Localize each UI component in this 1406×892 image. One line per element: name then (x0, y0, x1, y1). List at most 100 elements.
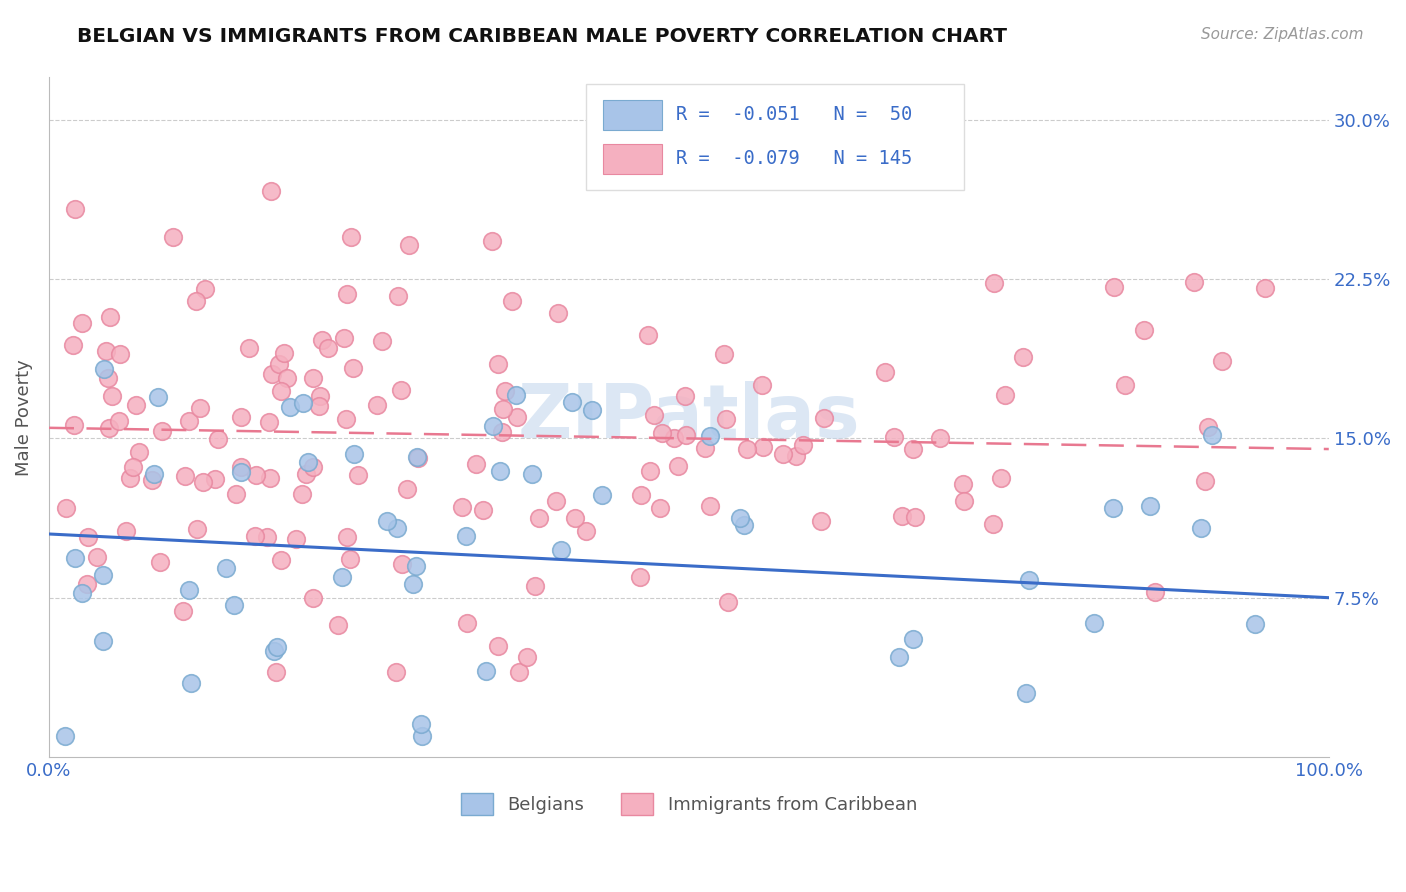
Text: Source: ZipAtlas.com: Source: ZipAtlas.com (1201, 27, 1364, 42)
Point (752, 440, 775, 454)
Point (91, 568, 114, 582)
Point (792, 438, 814, 452)
Point (70, 586, 93, 600)
Point (266, 640, 288, 655)
Point (471, 503, 494, 517)
Point (1201, 427, 1223, 442)
Point (55, 500, 77, 515)
Point (225, 487, 247, 501)
Point (76, 577, 98, 591)
Point (547, 306, 569, 320)
Point (309, 389, 332, 403)
Point (544, 493, 567, 508)
Point (108, 414, 131, 428)
Point (342, 360, 364, 375)
Point (409, 716, 432, 731)
Point (128, 445, 150, 459)
Point (889, 649, 911, 664)
Point (406, 450, 429, 465)
Point (405, 559, 427, 574)
Point (152, 425, 174, 439)
Point (1011, 350, 1033, 364)
Point (276, 371, 298, 385)
Point (1197, 420, 1219, 434)
Point (713, 347, 735, 361)
Point (464, 457, 486, 471)
Point (501, 294, 523, 309)
Point (1139, 499, 1161, 513)
Point (581, 402, 603, 417)
Point (981, 517, 1004, 532)
Point (1102, 280, 1125, 294)
Point (508, 665, 530, 679)
Point (291, 486, 314, 500)
Point (643, 408, 665, 422)
Point (875, 365, 897, 379)
Point (398, 237, 420, 252)
Point (699, 499, 721, 513)
Point (215, 561, 238, 575)
Point (366, 398, 388, 412)
Point (141, 473, 163, 487)
Point (291, 396, 314, 410)
Point (1143, 585, 1166, 599)
Point (259, 470, 281, 484)
Point (184, 293, 207, 308)
Point (628, 570, 651, 584)
Point (53, 729, 76, 743)
Point (339, 551, 361, 566)
FancyBboxPatch shape (603, 100, 662, 129)
Point (1018, 573, 1040, 587)
Point (813, 410, 835, 425)
Point (983, 277, 1005, 291)
Point (229, 410, 252, 425)
Point (173, 469, 195, 483)
Point (492, 401, 515, 416)
Point (100, 310, 122, 324)
Point (316, 341, 339, 355)
Point (735, 442, 758, 456)
Point (695, 442, 717, 456)
Point (575, 524, 598, 538)
Point (481, 234, 503, 248)
Point (62, 418, 84, 433)
Point (63, 202, 86, 216)
Point (229, 465, 252, 479)
Point (62, 338, 84, 352)
Point (93, 362, 115, 376)
Point (491, 425, 513, 439)
Point (243, 528, 266, 542)
Legend: Belgians, Immigrants from Caribbean: Belgians, Immigrants from Caribbean (454, 786, 924, 822)
Point (180, 675, 202, 690)
Point (389, 383, 412, 397)
Point (650, 501, 672, 516)
Point (257, 415, 280, 429)
Point (108, 347, 131, 361)
Point (336, 286, 359, 301)
Point (328, 618, 350, 632)
Point (308, 399, 330, 413)
Point (333, 331, 356, 345)
Point (505, 410, 527, 425)
Point (339, 230, 361, 244)
Point (273, 346, 295, 360)
Point (204, 472, 226, 486)
Point (520, 467, 543, 482)
Point (717, 595, 740, 609)
Point (267, 357, 290, 371)
Point (1211, 354, 1233, 368)
Point (662, 432, 685, 446)
Point (122, 459, 145, 474)
Y-axis label: Male Poverty: Male Poverty (15, 359, 32, 475)
Point (1253, 281, 1275, 295)
Point (550, 543, 572, 558)
Point (149, 555, 172, 569)
Point (302, 460, 325, 475)
Point (77, 530, 100, 544)
Point (245, 468, 267, 483)
Point (482, 418, 505, 433)
Text: BELGIAN VS IMMIGRANTS FROM CARIBBEAN MALE POVERTY CORRELATION CHART: BELGIAN VS IMMIGRANTS FROM CARIBBEAN MAL… (77, 27, 1007, 45)
Point (194, 282, 217, 296)
Point (336, 529, 359, 543)
Point (451, 500, 474, 514)
